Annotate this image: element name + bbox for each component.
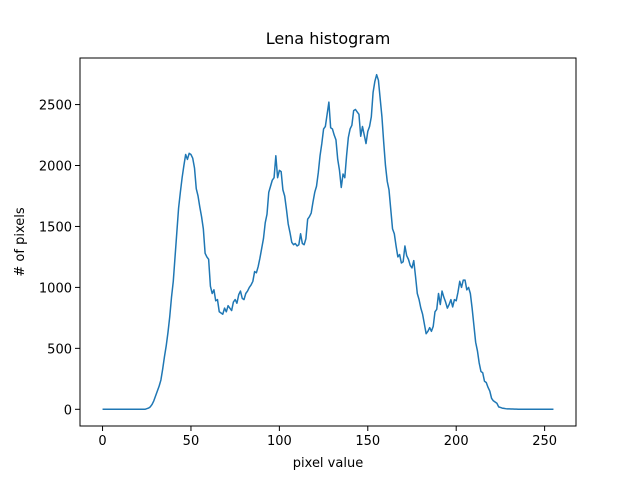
x-tick-label: 100 [267,434,292,449]
y-tick-label: 0 [64,403,72,418]
data-line [102,73,554,411]
y-tick-label: 2500 [39,99,72,114]
x-axis-label: pixel value [293,456,363,471]
x-tick-label: 0 [98,434,106,449]
x-tick-label: 150 [355,434,380,449]
y-tick-label: 500 [47,342,72,357]
y-axis-label: # of pixels [13,207,28,276]
x-tick-label: 250 [532,434,557,449]
plot-frame [79,57,577,427]
y-tick-label: 1000 [39,281,72,296]
chart-title: Lena histogram [266,29,391,48]
y-tick-label: 2000 [39,160,72,175]
x-tick-label: 50 [183,434,200,449]
y-tick-label: 1500 [39,220,72,235]
x-tick-label: 200 [444,434,469,449]
